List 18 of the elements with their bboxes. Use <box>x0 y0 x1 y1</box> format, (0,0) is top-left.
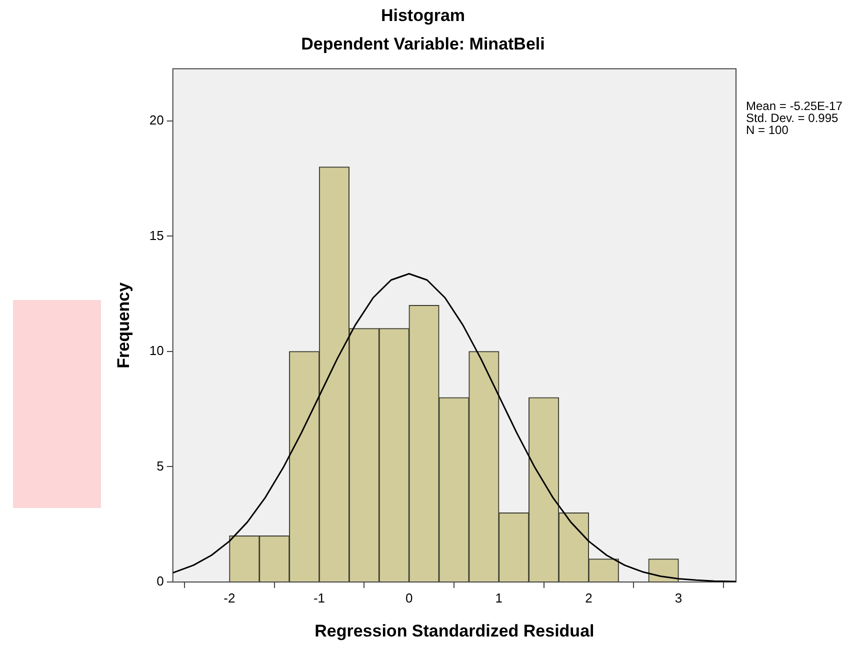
y-tick-label: 15 <box>149 228 164 243</box>
x-axis-title: Regression Standardized Residual <box>314 621 594 640</box>
chart-subtitle: Dependent Variable: MinatBeli <box>301 34 545 54</box>
text: Std. Dev. = 0.995 <box>746 111 838 126</box>
y-axis-title: Frequency <box>114 282 133 368</box>
y-tick-label: 0 <box>156 574 164 589</box>
y-tick-label: 20 <box>149 112 164 128</box>
text: Mean = -5.25E-17 <box>746 99 843 114</box>
y-tick-label: 5 <box>156 458 164 474</box>
x-tick-label: 3 <box>674 590 682 606</box>
x-tick-label: -1 <box>313 590 326 606</box>
x-tick-label: 0 <box>405 590 413 606</box>
text: N = 100 <box>746 123 789 138</box>
y-tick-label: 10 <box>149 343 164 358</box>
x-tick-label: 1 <box>495 590 503 606</box>
chart-title: Histogram <box>380 6 466 25</box>
x-tick-label: -2 <box>224 590 236 606</box>
x-tick-label: 2 <box>585 590 592 606</box>
